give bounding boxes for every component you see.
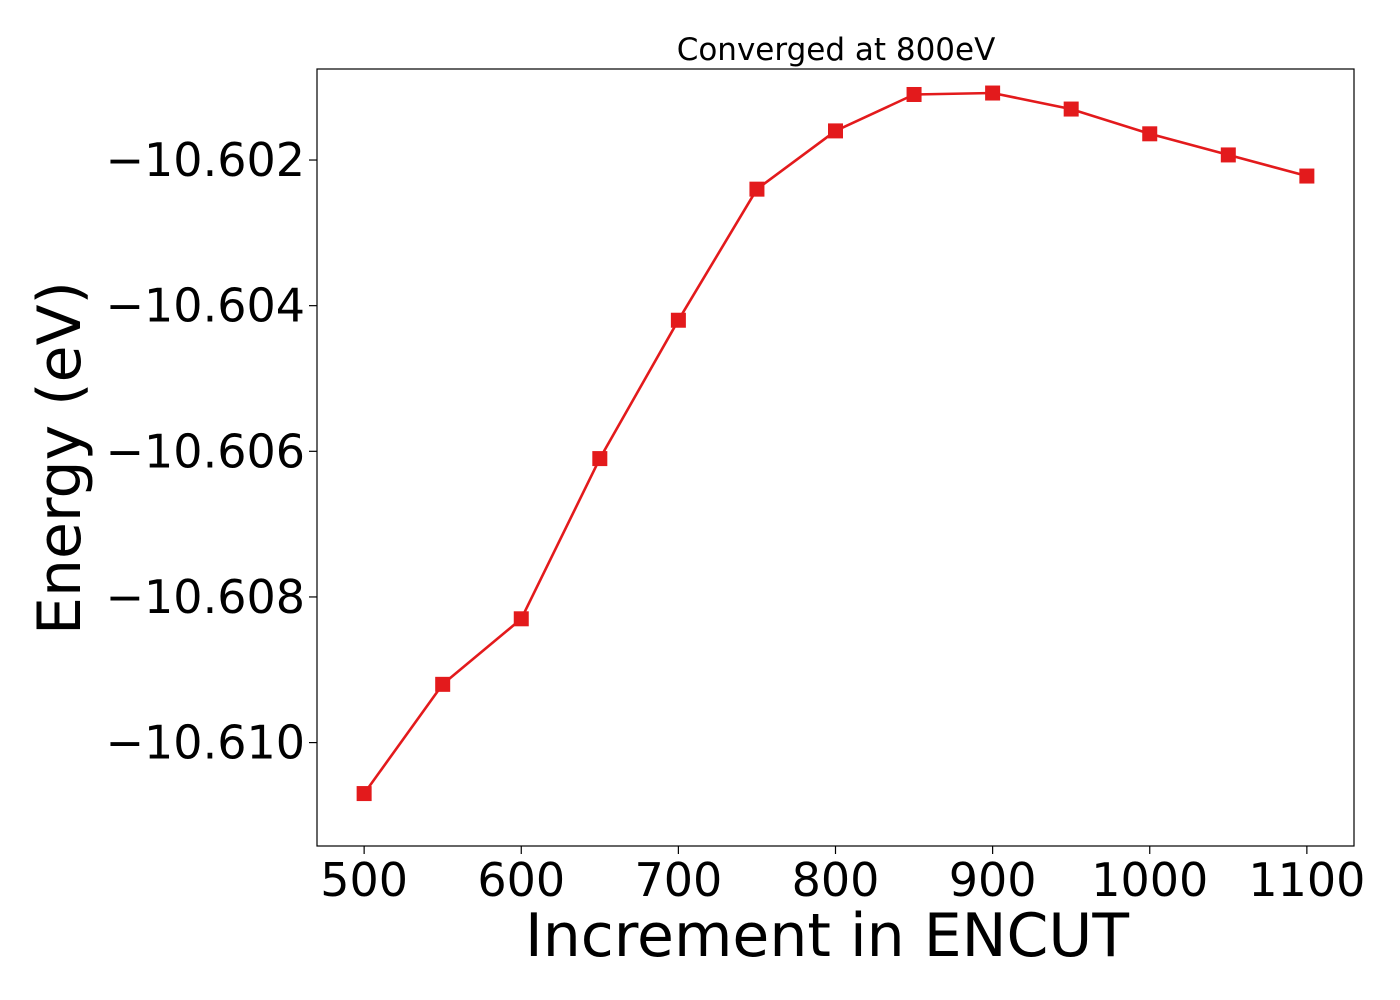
y-tick-label: −10.602 <box>106 133 306 187</box>
data-point-marker <box>906 86 922 102</box>
data-point-marker <box>749 181 765 197</box>
plot-frame <box>316 68 1355 847</box>
y-tick-label: −10.608 <box>106 570 306 624</box>
x-tick-label: 900 <box>949 853 1037 907</box>
data-point-marker <box>1063 101 1079 117</box>
data-point-marker <box>592 451 608 467</box>
y-tick-label: −10.606 <box>106 424 306 478</box>
x-tick-label: 600 <box>477 853 565 907</box>
series-line <box>363 91 1308 795</box>
data-point-marker <box>356 786 372 802</box>
y-axis-ticks: −10.602 −10.604 −10.606 −10.608 −10.610 <box>106 133 317 770</box>
data-point-marker <box>1299 168 1315 184</box>
data-point-marker <box>828 123 843 139</box>
x-axis-ticks: 500 600 700 800 900 1000 1100 <box>320 846 1365 907</box>
series-markers <box>356 85 1315 802</box>
x-tick-label: 700 <box>634 853 722 907</box>
x-axis-label: Increment in ENCUT <box>525 901 1129 971</box>
x-tick-label: 800 <box>792 853 880 907</box>
data-point-marker <box>1142 126 1158 142</box>
data-point-marker <box>670 312 686 328</box>
x-tick-label: 1000 <box>1091 853 1208 907</box>
data-point-marker <box>513 611 529 627</box>
y-axis-label: Energy (eV) <box>25 281 95 635</box>
y-tick-label: −10.604 <box>106 279 306 333</box>
x-tick-label: 1100 <box>1248 853 1365 907</box>
data-point-marker <box>435 676 451 692</box>
x-tick-label: 500 <box>320 853 408 907</box>
chart-title: Converged at 800eV <box>677 32 996 68</box>
data-point-marker <box>985 85 1001 101</box>
y-tick-label: −10.610 <box>106 716 306 770</box>
data-point-marker <box>1220 147 1236 163</box>
